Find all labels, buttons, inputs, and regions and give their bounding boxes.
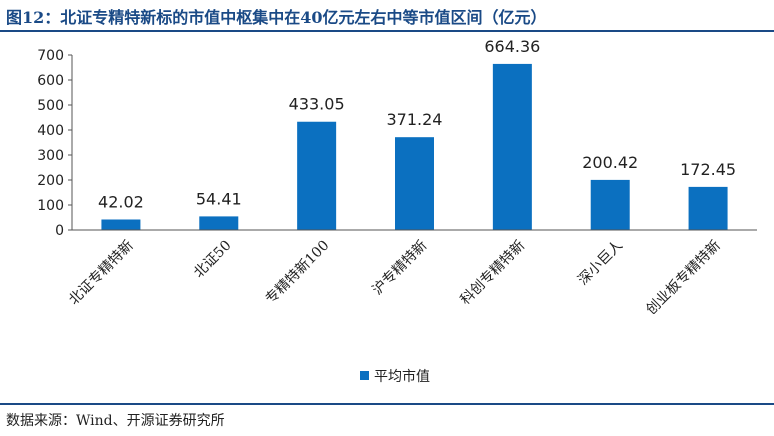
x-tick-label: 北证专精特新 xyxy=(66,238,137,309)
y-axis: 0 100 200 300 400 500 600 700 xyxy=(37,48,73,239)
bar xyxy=(688,186,728,230)
y-tick-label: 0 xyxy=(55,223,64,239)
chart-title: 图12：北证专精特新标的市值中枢集中在40亿元左右中等市值区间（亿元） xyxy=(6,8,547,27)
x-tick-label: 沪专精特新 xyxy=(370,238,431,299)
bar xyxy=(297,121,337,230)
bar-chart: 0 100 200 300 400 500 600 700 42.02 54.41 433.05 3… xyxy=(37,37,757,385)
y-tick-label: 400 xyxy=(37,123,64,139)
y-tick-label: 700 xyxy=(37,48,64,64)
x-tick-label: 科创专精特新 xyxy=(457,238,528,309)
bars: 42.02 54.41 433.05 371.24 664.36 200.42 172.45 xyxy=(98,37,736,230)
legend-swatch xyxy=(360,371,369,380)
y-tick-label: 100 xyxy=(37,198,64,214)
y-tick-label: 600 xyxy=(37,73,64,89)
x-tick-label: 深小巨人 xyxy=(575,238,626,289)
footer-divider xyxy=(0,403,774,405)
data-label: 42.02 xyxy=(98,192,144,211)
y-tick-label: 200 xyxy=(37,173,64,189)
y-tick-label: 300 xyxy=(37,148,64,164)
bar xyxy=(590,179,630,230)
data-label: 54.41 xyxy=(196,189,242,208)
bar xyxy=(492,63,532,230)
data-label: 200.42 xyxy=(582,153,638,172)
x-tick-label: 北证50 xyxy=(191,238,235,282)
x-tick-label: 创业板专精特新 xyxy=(643,238,724,319)
y-tick-label: 500 xyxy=(37,98,64,114)
title-divider xyxy=(0,30,774,32)
legend-label: 平均市值 xyxy=(374,368,430,385)
data-label: 172.45 xyxy=(680,160,736,179)
data-label: 664.36 xyxy=(484,37,540,56)
legend: 平均市值 xyxy=(360,368,430,385)
data-label: 371.24 xyxy=(387,110,443,129)
data-label: 433.05 xyxy=(289,95,345,114)
x-axis: 北证专精特新 北证50 专精特新100 沪专精特新 科创专精特新 深小巨人 创业板专精特新 xyxy=(66,229,757,319)
x-tick-label: 专精特新100 xyxy=(263,238,333,308)
bar xyxy=(199,216,239,230)
source-note: 数据来源：Wind、开源证券研究所 xyxy=(6,413,225,429)
bar xyxy=(101,219,141,230)
bar xyxy=(395,137,434,230)
